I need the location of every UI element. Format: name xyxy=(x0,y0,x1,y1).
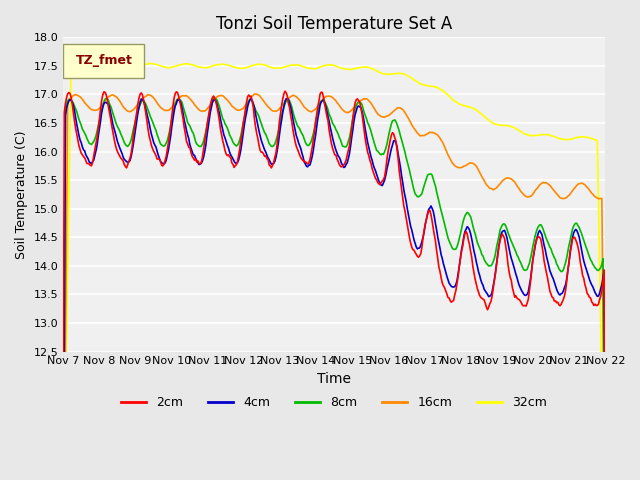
FancyBboxPatch shape xyxy=(63,44,145,78)
Legend: 2cm, 4cm, 8cm, 16cm, 32cm: 2cm, 4cm, 8cm, 16cm, 32cm xyxy=(116,391,552,414)
Text: TZ_fmet: TZ_fmet xyxy=(76,54,132,67)
Y-axis label: Soil Temperature (C): Soil Temperature (C) xyxy=(15,130,28,259)
X-axis label: Time: Time xyxy=(317,372,351,386)
Title: Tonzi Soil Temperature Set A: Tonzi Soil Temperature Set A xyxy=(216,15,452,33)
